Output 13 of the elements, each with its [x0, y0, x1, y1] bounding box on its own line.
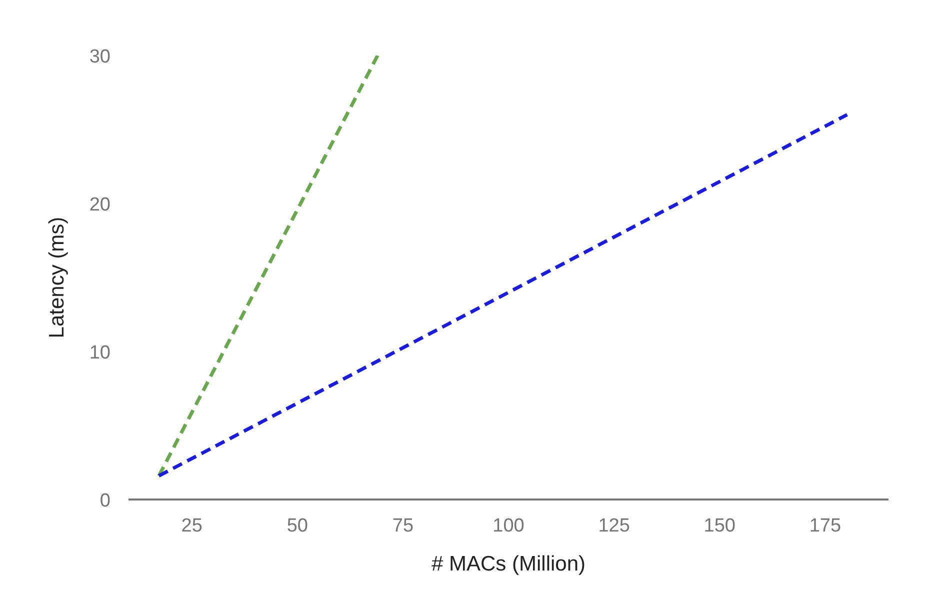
- x-tick-label: 150: [704, 516, 736, 536]
- x-tick-label: 125: [598, 516, 630, 536]
- y-tick-label: 30: [89, 46, 111, 68]
- x-tick-label: 50: [286, 516, 308, 536]
- x-tick-label: 100: [492, 516, 524, 536]
- x-tick-label: 25: [181, 516, 202, 536]
- y-tick-label: 20: [89, 194, 111, 216]
- x-tick-label: 75: [392, 516, 414, 536]
- x-tick-label: 175: [809, 516, 842, 536]
- y-tick-label: 0: [100, 490, 111, 512]
- y-tick-label: 10: [89, 342, 111, 364]
- y-axis-title: Latency (ms): [45, 216, 68, 338]
- x-axis-title: # MACs (Million): [431, 552, 586, 576]
